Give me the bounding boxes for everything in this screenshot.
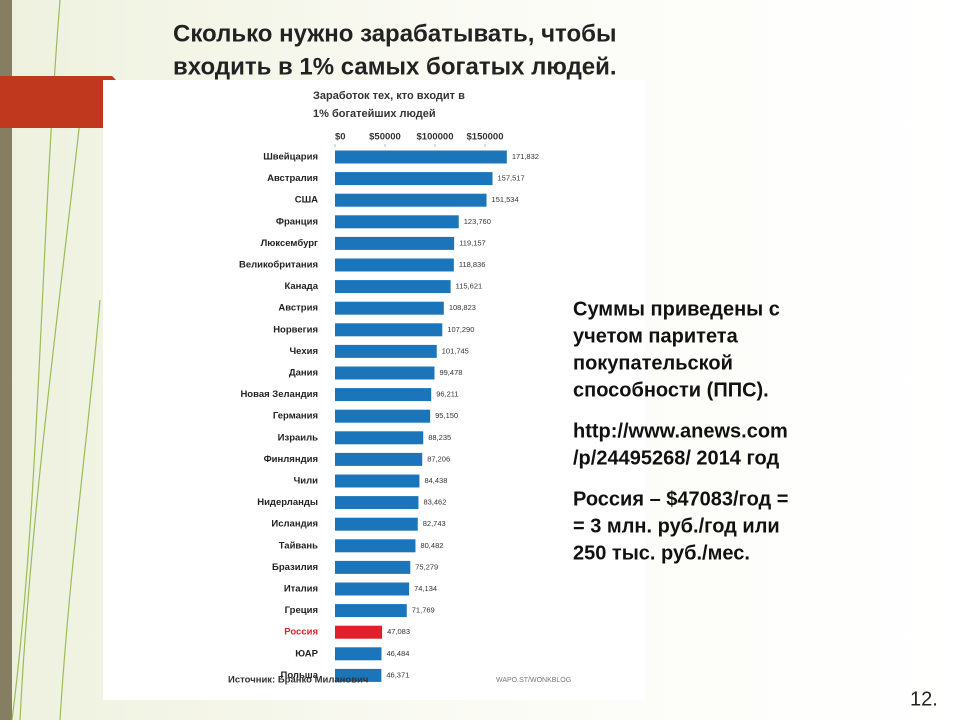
value-label: 84,438	[424, 476, 447, 485]
bar	[335, 366, 435, 380]
y-tick-label: Россия	[284, 627, 318, 638]
chart-title: Заработок тех, кто входит в	[313, 90, 465, 102]
value-label: 151,534	[492, 195, 519, 204]
value-label: 75,279	[415, 562, 438, 571]
bar	[335, 388, 432, 402]
value-label: 123,760	[464, 217, 491, 226]
note-text: http://www.anews.com	[573, 420, 788, 442]
bar	[335, 496, 419, 510]
bar	[335, 582, 410, 596]
bar	[335, 625, 383, 639]
y-tick-label: Швейцария	[263, 152, 318, 163]
y-tick-label: Польша	[281, 670, 319, 681]
bar	[335, 150, 507, 164]
chart-title: 1% богатейших людей	[313, 108, 436, 120]
value-label: 95,150	[435, 411, 458, 420]
value-label: 46,371	[386, 670, 409, 679]
y-tick-label: Финляндия	[264, 454, 318, 465]
bar	[335, 172, 493, 186]
value-label: 47,083	[387, 627, 410, 636]
note-text: 250 тыс. руб./мес.	[573, 542, 750, 564]
slide-title: Сколько нужно зарабатывать, чтобы	[173, 20, 616, 47]
y-tick-label: Бразилия	[272, 562, 318, 573]
value-label: 99,478	[439, 368, 462, 377]
y-tick-label: США	[295, 195, 318, 206]
y-tick-label: Новая Зеландия	[240, 389, 318, 400]
y-tick-label: Тайвань	[279, 540, 318, 551]
y-tick-label: Канада	[284, 281, 318, 292]
value-label: 88,235	[428, 433, 451, 442]
note-text: способности (ППС).	[573, 379, 769, 401]
x-tick-label: $150000	[467, 132, 504, 143]
bar	[335, 409, 431, 423]
y-tick-label: Германия	[273, 411, 318, 422]
value-label: 96,211	[436, 390, 458, 399]
y-tick-label: Греция	[285, 605, 318, 616]
value-label: 108,823	[449, 303, 476, 312]
x-tick-label: $100000	[417, 132, 454, 143]
bar	[335, 258, 454, 272]
value-label: 71,769	[412, 606, 435, 615]
y-tick-label: Дания	[289, 368, 318, 379]
y-tick-label: Чехия	[290, 346, 319, 357]
y-tick-label: Люксембург	[261, 238, 318, 249]
value-label: 115,621	[456, 282, 483, 291]
note-text: учетом паритета	[573, 325, 739, 347]
bar	[335, 236, 455, 250]
value-label: 46,484	[386, 649, 409, 658]
chart-credit: WAPO.ST/WONKBLOG	[496, 677, 571, 684]
x-tick-label: $0	[335, 132, 346, 143]
y-tick-label: Чили	[294, 476, 319, 487]
y-tick-label: Италия	[284, 584, 318, 595]
page-number: 12.	[910, 688, 938, 710]
note-text: /p/24495268/ 2014 год	[573, 447, 779, 469]
value-label: 171,832	[512, 152, 539, 161]
bar	[335, 344, 437, 358]
value-label: 82,743	[423, 519, 446, 528]
y-tick-label: Великобритания	[239, 260, 318, 271]
slide-title: входить в 1% самых богатых людей.	[173, 53, 617, 80]
value-label: 118,836	[459, 260, 486, 269]
bar	[335, 323, 443, 337]
value-label: 87,206	[427, 454, 450, 463]
bar	[335, 539, 416, 553]
y-tick-label: Франция	[276, 216, 318, 227]
bar	[335, 301, 444, 315]
bar	[335, 517, 418, 531]
note-text: = 3 млн. руб./год или	[573, 515, 780, 537]
bar	[335, 647, 382, 661]
x-tick-label: $50000	[369, 132, 401, 143]
value-label: 83,462	[423, 498, 446, 507]
value-label: 107,290	[447, 325, 474, 334]
bar	[335, 604, 407, 618]
value-label: 101,745	[442, 346, 469, 355]
value-label: 157,517	[498, 174, 525, 183]
bar	[335, 668, 382, 682]
bar	[335, 474, 420, 488]
y-tick-label: Израиль	[278, 432, 319, 443]
note-text: Россия – $47083/год =	[573, 488, 789, 510]
bar	[335, 431, 424, 445]
left-strip	[0, 0, 12, 720]
y-tick-label: Австрия	[278, 303, 318, 314]
note-text: покупательской	[573, 352, 733, 374]
bar	[335, 193, 487, 207]
note-text: Суммы приведены с	[573, 298, 780, 320]
bar	[335, 452, 423, 466]
bar	[335, 560, 411, 574]
bar	[335, 215, 459, 229]
chart-source: Источник: Бранко Миланович	[228, 675, 368, 686]
value-label: 74,134	[414, 584, 437, 593]
title-band	[0, 76, 124, 128]
value-label: 119,157	[459, 238, 486, 247]
y-tick-label: Нидерланды	[257, 497, 318, 508]
y-tick-label: Норвегия	[273, 324, 318, 335]
value-label: 80,482	[420, 541, 443, 550]
y-tick-label: Исландия	[271, 519, 318, 530]
bar	[335, 280, 451, 294]
y-tick-label: Австралия	[267, 173, 318, 184]
y-tick-label: ЮАР	[295, 648, 318, 659]
